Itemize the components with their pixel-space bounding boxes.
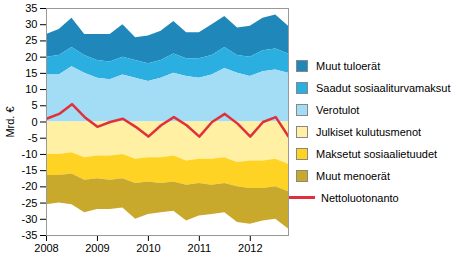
- svg-text:2008: 2008: [34, 242, 58, 254]
- html-text:Julkiset kulutusmenot: Julkiset kulutusmenot: [316, 125, 422, 138]
- svg-text:2010: 2010: [136, 242, 160, 254]
- svg-text:10: 10: [25, 83, 37, 95]
- svg-text:35: 35: [25, 2, 37, 14]
- svg-text:20: 20: [25, 51, 37, 63]
- svg-text:15: 15: [25, 67, 37, 79]
- svg-text:2012: 2012: [238, 242, 262, 254]
- svg-text:2009: 2009: [85, 242, 109, 254]
- html-text:Maksetut sosiaalietuudet: Maksetut sosiaalietuudet: [316, 147, 438, 160]
- svg-text:Mrd. €: Mrd. €: [4, 106, 16, 137]
- svg-text:-10: -10: [22, 148, 38, 160]
- svg-text:2011: 2011: [188, 242, 212, 254]
- svg-text:30: 30: [25, 18, 37, 30]
- html-text:Verotulot: Verotulot: [316, 103, 360, 116]
- svg-text:-15: -15: [22, 164, 38, 176]
- html-text:Nettoluotonanto: Nettoluotonanto: [321, 191, 399, 204]
- svg-text:-20: -20: [22, 180, 38, 192]
- html-text:Saadut sosiaaliturvamaksut: Saadut sosiaaliturvamaksut: [316, 81, 451, 94]
- svg-text:0: 0: [31, 116, 37, 128]
- svg-text:-35: -35: [22, 229, 38, 241]
- svg-text:-30: -30: [22, 213, 38, 225]
- svg-text:5: 5: [31, 99, 37, 111]
- svg-text:-5: -5: [28, 132, 38, 144]
- svg-text:25: 25: [25, 34, 37, 46]
- svg-text:-25: -25: [22, 197, 38, 209]
- html-text:Muut tuloerät: Muut tuloerät: [316, 59, 381, 72]
- html-text:Muut menoerät: Muut menoerät: [316, 169, 390, 182]
